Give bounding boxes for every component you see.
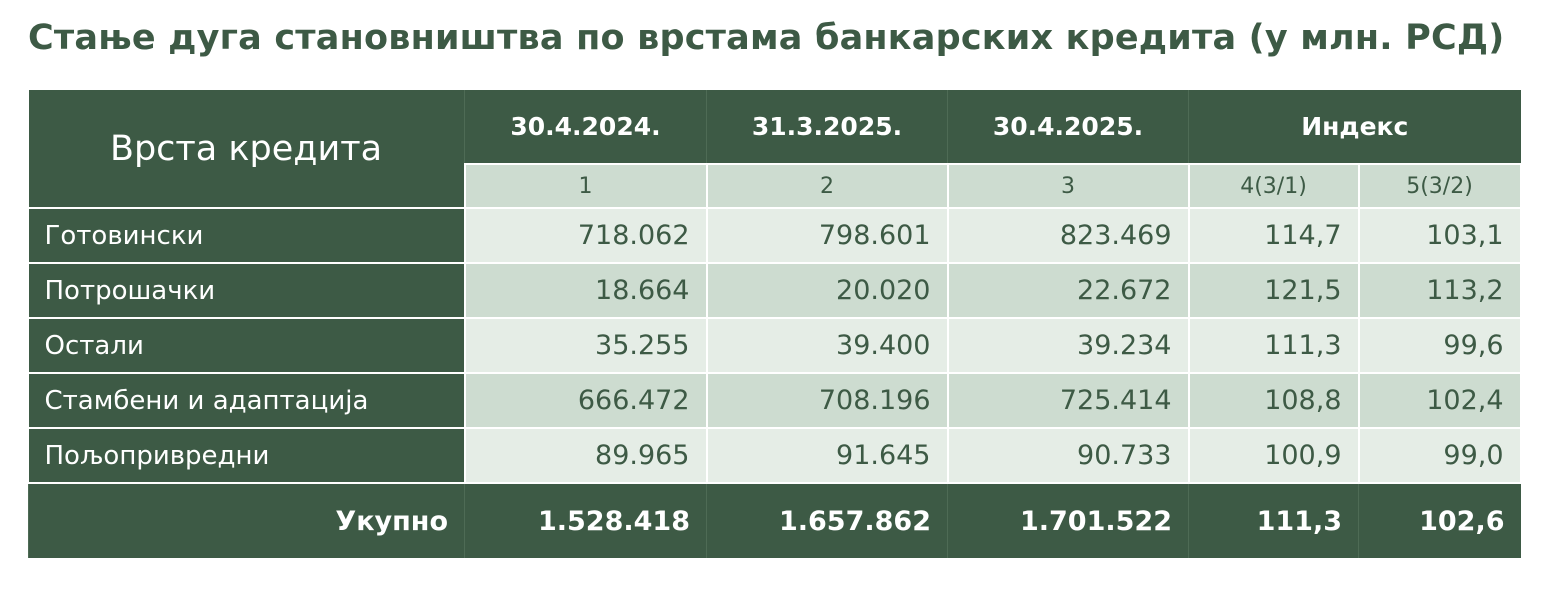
row-label: Стамбени и адаптација	[28, 373, 465, 429]
table-row: Остали 35.255 39.400 39.234 111,3 99,6	[28, 317, 1522, 374]
header-loan-type: Врста кредита	[28, 90, 465, 209]
cell-value: 20.020	[705, 262, 949, 319]
cell-value: 102,4	[1357, 372, 1522, 429]
header-date-3: 30.4.2025.	[947, 90, 1189, 164]
total-value: 1.528.418	[464, 483, 707, 558]
total-value: 1.657.862	[706, 483, 948, 558]
subheader-2: 2	[705, 163, 949, 209]
cell-value: 99,6	[1357, 317, 1522, 374]
header-date-2: 31.3.2025.	[706, 90, 948, 164]
subheader-1: 1	[463, 163, 708, 209]
cell-value: 823.469	[946, 207, 1190, 264]
debt-table: Врста кредита 30.4.2024. 31.3.2025. 30.4…	[28, 90, 1522, 558]
row-label: Остали	[28, 318, 465, 374]
cell-value: 798.601	[705, 207, 949, 264]
row-label: Пољопривредни	[28, 428, 465, 484]
cell-value: 100,9	[1187, 427, 1360, 484]
cell-value: 91.645	[705, 427, 949, 484]
cell-value: 108,8	[1187, 372, 1360, 429]
row-label: Готовински	[28, 208, 465, 264]
total-value: 1.701.522	[947, 483, 1189, 558]
table-row: Потрошачки 18.664 20.020 22.672 121,5 11…	[28, 262, 1522, 319]
cell-value: 90.733	[946, 427, 1190, 484]
subheader-3: 3	[946, 163, 1190, 209]
subheader-row: 1 2 3 4(3/1) 5(3/2)	[29, 163, 1522, 209]
cell-value: 103,1	[1357, 207, 1522, 264]
total-row: Укупно 1.528.418 1.657.862 1.701.522 111…	[28, 483, 1521, 558]
cell-value: 39.234	[946, 317, 1190, 374]
total-value: 111,3	[1188, 483, 1359, 558]
table-row: Стамбени и адаптација 666.472 708.196 72…	[28, 372, 1522, 429]
header-date-1: 30.4.2024.	[464, 90, 707, 164]
cell-value: 725.414	[946, 372, 1190, 429]
cell-value: 718.062	[463, 207, 708, 264]
subheader-5: 5(3/2)	[1357, 163, 1522, 209]
cell-value: 89.965	[463, 427, 708, 484]
header-index: Индекс	[1187, 90, 1521, 164]
cell-value: 114,7	[1187, 207, 1360, 264]
cell-value: 35.255	[463, 317, 708, 374]
cell-value: 18.664	[463, 262, 708, 319]
table-row: Пољопривредни 89.965 91.645 90.733 100,9…	[28, 427, 1522, 484]
cell-value: 22.672	[946, 262, 1190, 319]
cell-value: 99,0	[1357, 427, 1522, 484]
subheader-4: 4(3/1)	[1187, 163, 1360, 209]
cell-value: 121,5	[1187, 262, 1360, 319]
cell-value: 113,2	[1357, 262, 1522, 319]
header-row: Врста кредита 30.4.2024. 31.3.2025. 30.4…	[28, 90, 1521, 209]
cell-value: 39.400	[705, 317, 949, 374]
cell-value: 666.472	[463, 372, 708, 429]
total-value: 102,6	[1357, 483, 1521, 558]
cell-value: 111,3	[1187, 317, 1360, 374]
total-label: Укупно	[28, 483, 465, 558]
table-row: Готовински 718.062 798.601 823.469 114,7…	[28, 207, 1522, 264]
page-title: Стање дуга становништва по врстама банка…	[28, 18, 1505, 58]
cell-value: 708.196	[705, 372, 949, 429]
row-label: Потрошачки	[28, 263, 465, 319]
